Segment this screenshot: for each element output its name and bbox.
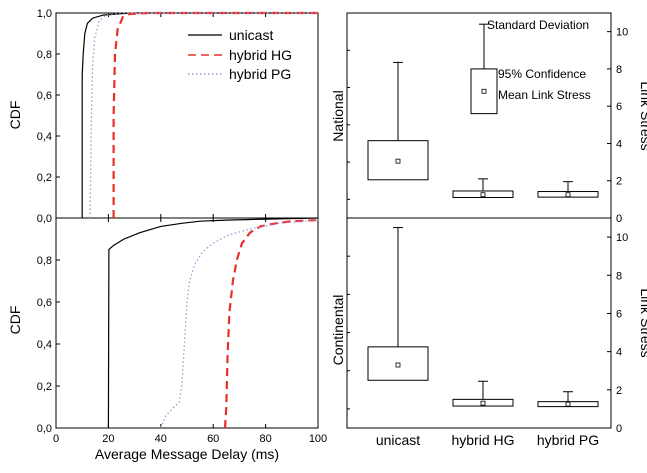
y-tick-label: 0,6 [37,90,52,102]
x-tick-label: 40 [155,433,167,445]
y-tick-label: 0 [616,423,622,435]
stress-national-ylabel: Link Stress [638,81,647,150]
legend-mean-marker [481,88,487,94]
legend-label-hybrid-pg: hybrid PG [229,66,291,82]
y-tick-label: 1,0 [37,8,52,20]
y-tick-label: 0,2 [37,381,52,393]
y-tick-label: 8 [616,64,622,76]
stress-national-plot: 0 2 4 6 8 10 [347,27,628,225]
y-tick-label: 0,8 [37,255,52,267]
y-tick-label: 2 [616,176,622,188]
legend-mean-label: Mean Link Stress [498,88,591,102]
y-tick-label: 4 [616,138,622,150]
stress-national-rowlabel: National [330,90,346,141]
mean-marker-hybrid-pg [565,401,571,407]
category-label-hybrid-pg: hybrid PG [537,432,599,448]
cdf-continental-plot: 0,0 0,2 0,4 0,6 0,8 0 20 40 60 80 100 [37,217,327,445]
mean-marker-unicast [395,158,401,164]
stress-legend-glyph [470,23,498,115]
legend-ci-label: 95% Confidence [498,67,586,81]
x-tick-label: 20 [102,433,114,445]
y-tick-label: 10 [616,27,628,39]
y-tick-label: 2 [616,385,622,397]
cdf-continental-frame [55,217,319,429]
mean-marker-unicast [395,362,401,368]
cdf-xlabel: Average Message Delay (ms) [95,446,279,462]
y-tick-label: 8 [616,270,622,282]
y-tick-label: 0,0 [37,213,52,225]
y-tick-label: 0,4 [37,131,52,143]
stress-continental-ylabel: Link Stress [638,288,647,357]
stress-continental-rowlabel: Continental [330,295,346,366]
y-tick-label: 6 [616,101,622,113]
x-tick-label: 80 [259,433,271,445]
mean-marker-hybrid-hg [480,192,486,198]
y-tick-label: 4 [616,347,622,359]
series-line-hybrid-pg [89,12,318,219]
cdf-national-ylabel: CDF [7,101,23,130]
x-tick-label: 100 [309,433,327,445]
stress-continental-plot: 0 2 4 6 8 10 [347,227,628,435]
y-tick-label: 0,8 [37,49,52,61]
cdf-continental-ylabel: CDF [7,306,23,335]
category-label-hybrid-hg: hybrid HG [451,432,514,448]
y-tick-label: 10 [616,232,628,244]
x-tick-label: 60 [207,433,219,445]
y-tick-label: 0,4 [37,339,52,351]
cdf-legend: unicast hybrid HG hybrid PG [188,27,292,82]
y-tick-label: 0,0 [37,423,52,435]
category-label-unicast: unicast [376,432,420,448]
legend-label-hybrid-hg: hybrid HG [229,47,292,63]
y-tick-label: 0,2 [37,172,52,184]
legend-sd-label: Standard Deviation [487,18,589,32]
y-tick-label: 0 [616,213,622,225]
mean-marker-hybrid-pg [565,192,571,198]
cdf-national-plot: 0,0 0,2 0,4 0,6 0,8 1,0 [37,8,319,225]
legend-label-unicast: unicast [229,27,273,43]
y-tick-label: 0,6 [37,297,52,309]
x-tick-label: 0 [53,433,59,445]
y-tick-label: 6 [616,308,622,320]
mean-marker-hybrid-hg [480,400,486,406]
stress-continental-frame [346,217,612,429]
series-line-unicast [107,217,319,429]
